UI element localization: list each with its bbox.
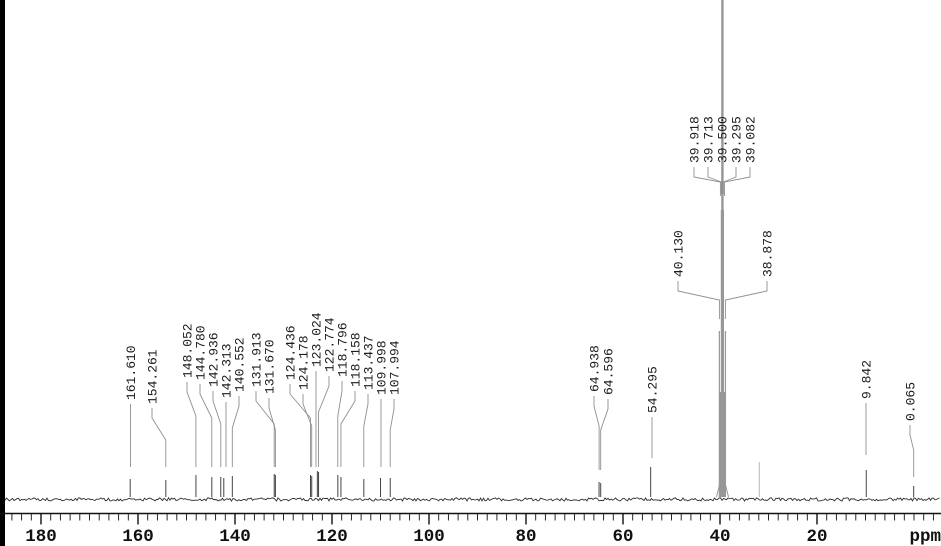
peak-connector <box>151 408 167 467</box>
peak-connector <box>186 382 197 467</box>
axis-tick-label: 180 <box>25 527 57 546</box>
peak-connector <box>199 384 213 467</box>
peak-label: 161.610 <box>124 345 139 400</box>
peak-connector <box>231 396 240 467</box>
peak-connector <box>340 391 356 467</box>
peak-label: 113.437 <box>362 335 377 390</box>
peak-label: 122.774 <box>323 317 338 372</box>
peak-label: 39.500 <box>716 116 731 163</box>
peak-label: 118.796 <box>336 322 351 377</box>
peak-label: 131.670 <box>263 339 278 394</box>
peak-label: 109.998 <box>375 340 390 395</box>
peak-label: 39.713 <box>702 116 717 163</box>
peak-label: 144.780 <box>194 325 209 380</box>
peak-connector <box>724 281 768 319</box>
peak-connector <box>289 384 311 467</box>
peak-label: 40.130 <box>672 230 687 277</box>
peak-connector <box>693 167 721 196</box>
peak-value-labels: 161.610 154.261 148.052144.780142.936142.3… <box>124 116 919 421</box>
peak-label: 64.596 <box>602 348 617 395</box>
axis-tick-label: 160 <box>122 527 154 546</box>
peak-connector <box>707 167 722 194</box>
peak-label: 39.918 <box>688 116 703 163</box>
peak-connector <box>363 394 369 467</box>
peak-connector <box>255 391 275 467</box>
peak-label: 38.878 <box>761 230 776 277</box>
noise-trace <box>4 496 940 502</box>
peak-label: 124.436 <box>284 325 299 380</box>
x-axis: 180 160 140 120 100 80 60 40 20 <box>0 512 941 546</box>
peak-connector <box>302 394 313 467</box>
peak-connector <box>722 167 737 194</box>
peak-lines <box>129 0 915 498</box>
peak-connector <box>268 398 276 467</box>
axis-tick-label: 20 <box>806 527 827 546</box>
peak-connector <box>600 399 609 470</box>
peak-connector <box>389 399 395 467</box>
peak-connector <box>593 396 600 470</box>
peak-label: 123.024 <box>310 312 325 367</box>
peak-connector <box>724 167 751 196</box>
axis-tick-label: 40 <box>709 527 730 546</box>
peak-label: 54.295 <box>646 366 661 413</box>
peak-label: 154.261 <box>146 349 161 404</box>
spectrum-baseline-trace <box>4 496 940 502</box>
solvent-skirt-right <box>723 476 729 498</box>
peak-label: 140.552 <box>233 337 248 392</box>
peak-label: 39.295 <box>730 116 745 163</box>
solvent-skirt-left <box>716 476 722 498</box>
peak-label: 118.158 <box>349 332 364 387</box>
peak-label: 64.938 <box>588 345 603 392</box>
peak-label: 0.065 <box>904 382 919 421</box>
peak-label: 142.936 <box>207 332 222 387</box>
axis-tick-label: 100 <box>413 527 445 546</box>
axis-tick-label: 120 <box>316 527 348 546</box>
axis-tick-label: 140 <box>219 527 251 546</box>
peak-label: 107.994 <box>388 340 403 395</box>
peak-label: 148.052 <box>181 323 196 378</box>
peak-connector <box>318 376 330 467</box>
peak-connector <box>337 381 343 467</box>
peak-label-connectors <box>130 167 915 477</box>
page-left-border <box>0 0 5 546</box>
peak-label: 39.082 <box>744 116 759 163</box>
axis-tick-label: 60 <box>612 527 633 546</box>
peak-label: 124.178 <box>297 335 312 390</box>
peak-connector <box>677 281 720 319</box>
peak-connector <box>212 391 222 467</box>
peak-label: 9.842 <box>860 360 875 399</box>
x-axis-unit-label: ppm <box>909 527 941 546</box>
peak-label: 142.313 <box>220 343 235 398</box>
peak-label: 131.913 <box>250 332 265 387</box>
peak-connector <box>909 425 915 477</box>
axis-tick-label: 80 <box>515 527 536 546</box>
